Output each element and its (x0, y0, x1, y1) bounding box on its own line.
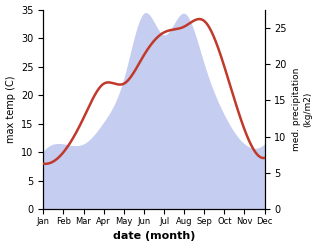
Y-axis label: med. precipitation
(kg/m2): med. precipitation (kg/m2) (292, 68, 313, 151)
X-axis label: date (month): date (month) (113, 231, 195, 242)
Y-axis label: max temp (C): max temp (C) (5, 76, 16, 143)
